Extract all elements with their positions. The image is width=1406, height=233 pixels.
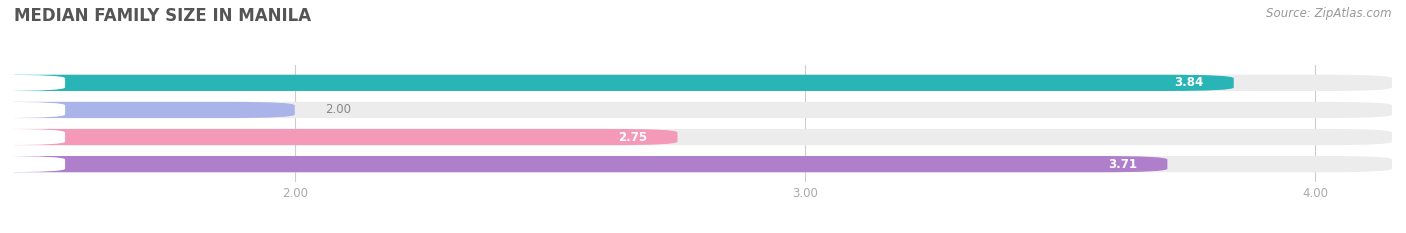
Text: 3.84: 3.84 — [1174, 76, 1204, 89]
FancyBboxPatch shape — [14, 129, 1392, 145]
FancyBboxPatch shape — [0, 156, 65, 172]
FancyBboxPatch shape — [14, 102, 1392, 118]
Text: MEDIAN FAMILY SIZE IN MANILA: MEDIAN FAMILY SIZE IN MANILA — [14, 7, 311, 25]
FancyBboxPatch shape — [0, 156, 1167, 172]
FancyBboxPatch shape — [0, 102, 65, 118]
Text: 2.00: 2.00 — [325, 103, 352, 116]
FancyBboxPatch shape — [0, 129, 65, 145]
FancyBboxPatch shape — [0, 75, 1233, 91]
FancyBboxPatch shape — [0, 75, 65, 91]
FancyBboxPatch shape — [14, 75, 1392, 91]
FancyBboxPatch shape — [0, 102, 295, 118]
FancyBboxPatch shape — [0, 129, 678, 145]
Text: 3.71: 3.71 — [1108, 158, 1137, 171]
Text: 2.75: 2.75 — [617, 130, 647, 144]
Text: Source: ZipAtlas.com: Source: ZipAtlas.com — [1267, 7, 1392, 20]
FancyBboxPatch shape — [14, 156, 1392, 172]
